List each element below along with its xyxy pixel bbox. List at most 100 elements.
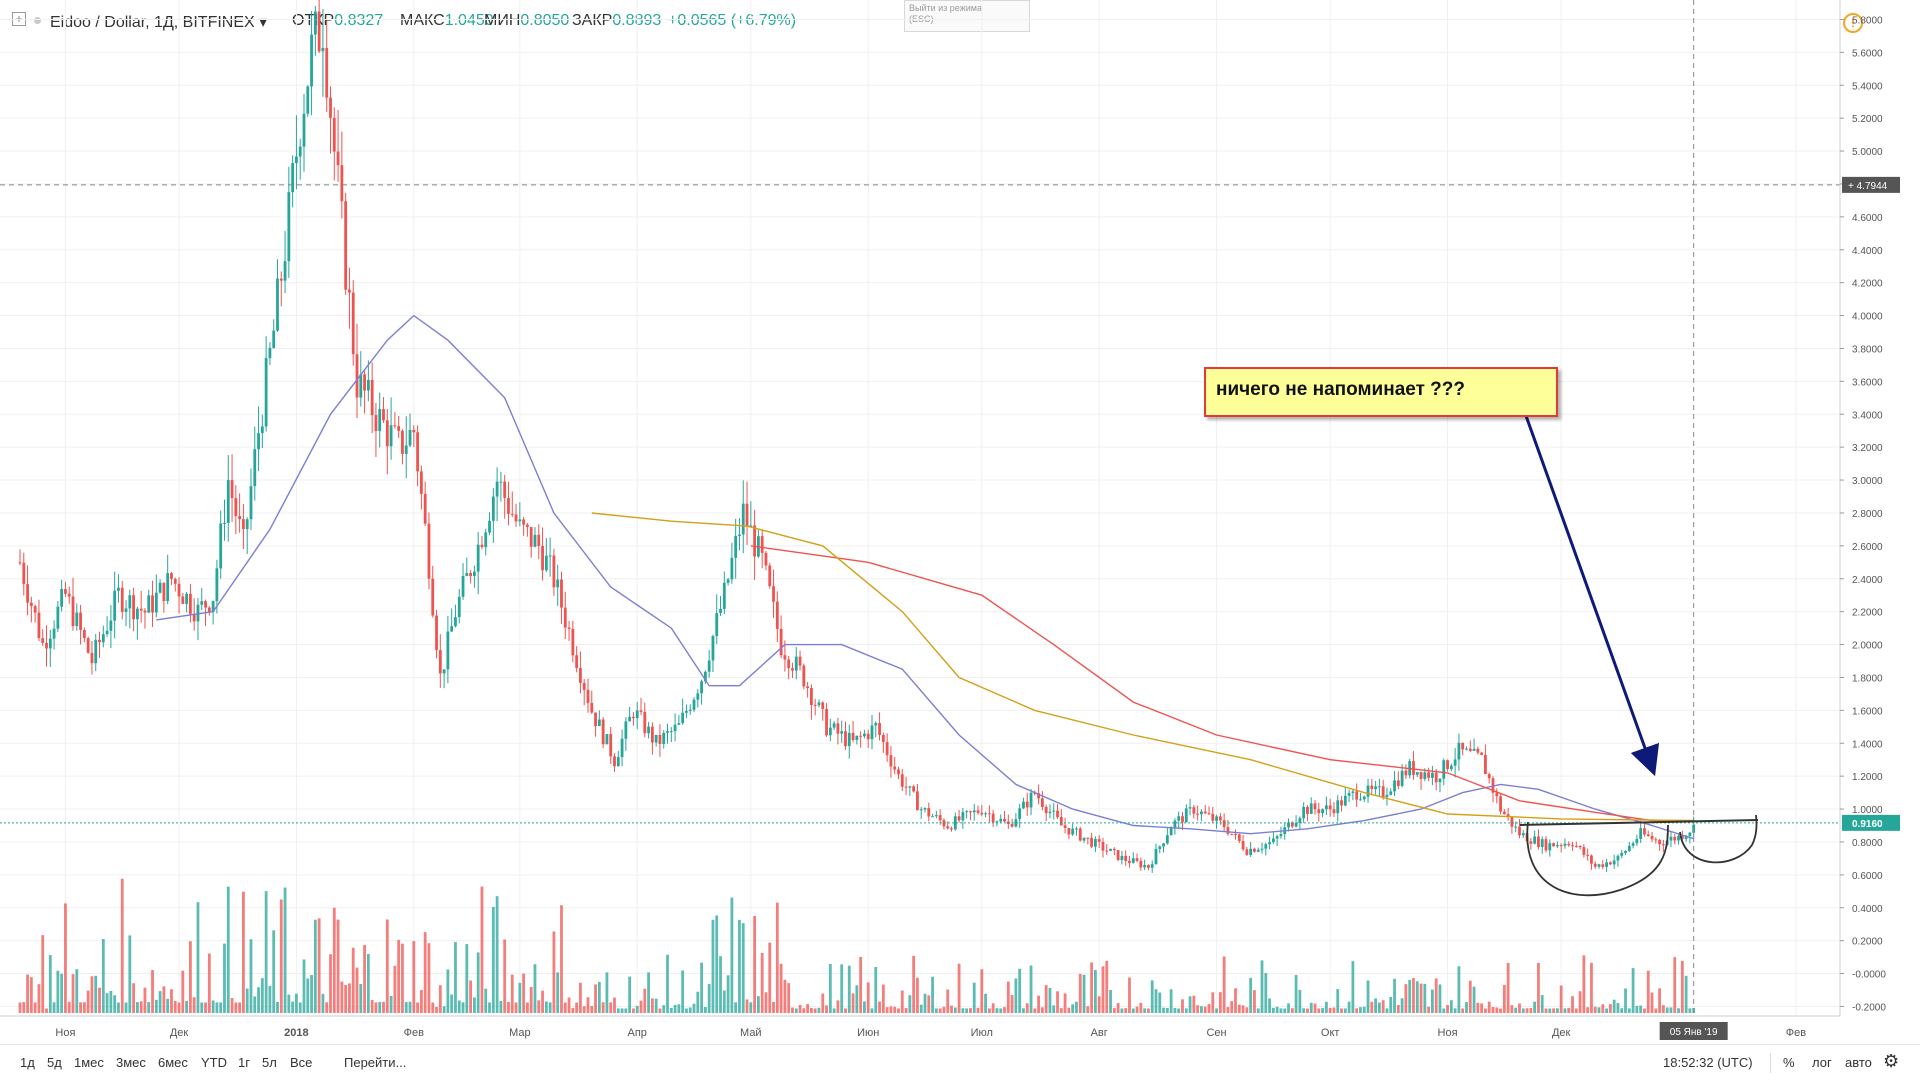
volume-bar: [279, 899, 283, 1013]
timeframe-button[interactable]: Все: [290, 1055, 313, 1070]
candle-body: [1317, 809, 1321, 814]
candle-body: [950, 828, 953, 830]
timeframe-button[interactable]: 5л: [262, 1055, 277, 1070]
price-tick-label: 2.2000: [1852, 608, 1883, 619]
candle-body: [1003, 818, 1006, 822]
candle-body: [1548, 843, 1552, 851]
candle-body: [991, 813, 995, 823]
log-toggle[interactable]: лог: [1812, 1055, 1832, 1070]
candle-body: [620, 738, 624, 758]
time-tick-label: Дек: [170, 1027, 189, 1039]
candle-body: [1431, 772, 1434, 778]
volume-bar: [518, 982, 522, 1013]
candle-body: [942, 820, 946, 827]
volume-bar: [1366, 980, 1370, 1013]
volume-bar: [1457, 966, 1461, 1013]
candle-body: [207, 607, 211, 612]
candle-body: [1574, 846, 1578, 848]
volume-bar: [1063, 993, 1067, 1013]
candle-body: [385, 420, 389, 447]
timeframe-button[interactable]: 1мес: [74, 1055, 104, 1070]
percent-toggle[interactable]: %: [1783, 1055, 1795, 1070]
candle-body: [370, 379, 374, 416]
volume-bar: [692, 1003, 696, 1013]
volume-bar: [1124, 1008, 1128, 1013]
annotation-callout[interactable]: ничего не напоминает ???: [1204, 367, 1558, 417]
volume-bar: [1567, 1007, 1571, 1013]
candle-body: [109, 620, 113, 631]
symbol-title[interactable]: Eidoo / Dollar, 1Д, BITFINEX ▾: [50, 12, 267, 32]
clock-display[interactable]: 18:52:32 (UTC): [1663, 1055, 1753, 1070]
candle-body: [791, 668, 794, 671]
timeframe-button[interactable]: 1д: [20, 1055, 35, 1070]
candle-body: [1249, 848, 1253, 855]
volume-bar: [397, 939, 401, 1013]
candle-body: [529, 526, 533, 547]
volume-bar: [162, 986, 166, 1013]
price-chart[interactable]: 5.80005.60005.40005.20005.00004.80004.60…: [0, 0, 1920, 1044]
candle-body: [1559, 845, 1563, 847]
timeframe-button[interactable]: YTD: [201, 1055, 227, 1070]
volume-bar: [1029, 965, 1033, 1013]
time-tick-label: Мар: [509, 1027, 531, 1039]
volume-bar: [1059, 1008, 1063, 1013]
candle-body: [1514, 826, 1518, 828]
candle-body: [1188, 807, 1192, 809]
volume-bar: [995, 1008, 999, 1013]
candle-body: [1040, 798, 1044, 807]
candle-body: [1593, 863, 1597, 867]
volume-bar: [1393, 978, 1396, 1013]
volume-bar: [412, 941, 416, 1013]
volume-bar: [1260, 960, 1264, 1013]
candle-body: [1620, 852, 1624, 856]
volume-bar: [931, 976, 934, 1013]
gear-icon[interactable]: ⚙: [1883, 1051, 1900, 1071]
candle-body: [730, 557, 734, 580]
candle-body: [1275, 836, 1279, 839]
time-tick-label: Июн: [857, 1027, 879, 1039]
candle-body: [1294, 822, 1298, 827]
candle-body: [662, 732, 666, 744]
timeframe-button[interactable]: 3мес: [116, 1055, 146, 1070]
candle-body: [242, 519, 245, 530]
candle-body: [1423, 772, 1427, 779]
volume-bar: [533, 964, 537, 1013]
price-tick-label: 3.2000: [1852, 443, 1883, 454]
volume-bar: [310, 975, 313, 1013]
candle-body: [832, 723, 836, 728]
volume-bar: [798, 1004, 802, 1013]
volume-bar: [79, 1002, 82, 1013]
crosshair-date-label: 05 Янв '19: [1670, 1027, 1718, 1038]
candle-body: [1207, 813, 1211, 815]
candle-body: [802, 665, 806, 687]
volume-bar: [791, 1007, 794, 1013]
warning-icon[interactable]: !: [1843, 13, 1863, 33]
volume-bar: [1465, 1002, 1468, 1013]
volume-bar: [204, 1002, 207, 1013]
candle-body: [499, 481, 503, 483]
candle-body: [1226, 827, 1230, 834]
candle-body: [734, 535, 738, 558]
candle-body: [1029, 792, 1033, 808]
volume-bar: [1056, 991, 1059, 1013]
candle-body: [393, 425, 397, 427]
volume-bar: [1590, 962, 1593, 1013]
candle-body: [1082, 837, 1086, 841]
time-tick-label: Дек: [1552, 1027, 1571, 1039]
timeframe-button[interactable]: 1г: [238, 1055, 250, 1070]
volume-bar: [313, 919, 317, 1013]
candle-body: [438, 650, 442, 674]
volume-bar: [1480, 1003, 1484, 1013]
candle-body: [1230, 833, 1234, 835]
candle-body: [1400, 770, 1404, 786]
volume-bar: [1408, 979, 1412, 1013]
volume-bar: [242, 891, 245, 1013]
chevron-down-icon[interactable]: ▾: [259, 14, 268, 31]
candle-body: [1124, 855, 1128, 861]
timeframe-button[interactable]: 6мес: [158, 1055, 188, 1070]
goto-date-button[interactable]: Перейти...: [344, 1055, 407, 1070]
candle-body: [863, 733, 866, 737]
volume-bar: [389, 995, 393, 1013]
auto-toggle[interactable]: авто: [1845, 1055, 1872, 1070]
timeframe-button[interactable]: 5д: [47, 1055, 62, 1070]
